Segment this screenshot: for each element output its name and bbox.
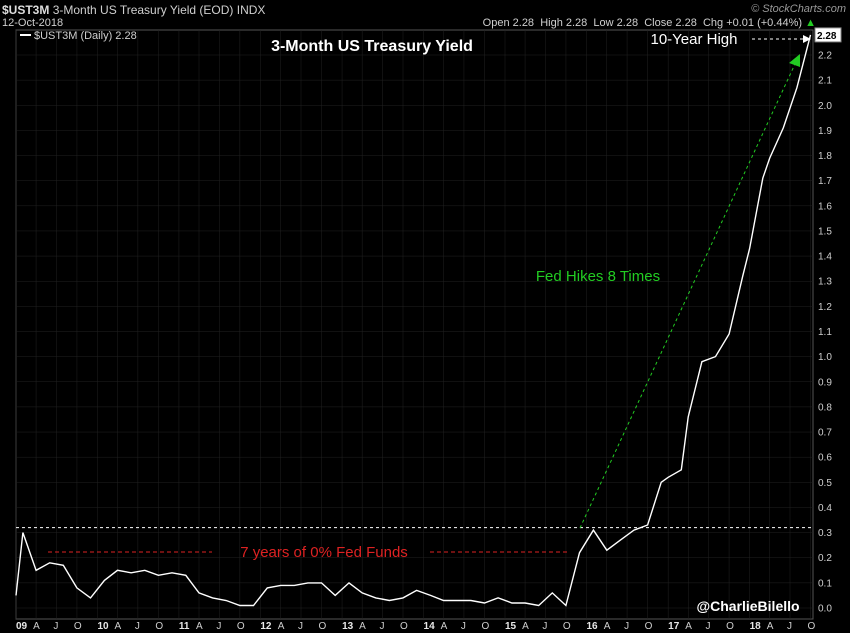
x-year-tick-label: 14 — [424, 621, 436, 632]
stockcharts-brand: © StockCharts.com — [751, 3, 846, 15]
x-month-tick-label: A — [522, 621, 529, 632]
x-month-tick-label: A — [33, 621, 40, 632]
x-month-tick-label: A — [278, 621, 285, 632]
x-axis: 09 A J O 10 A J O 11 A J O 12 A J O 13 A J O 14 A J O 15 A J O 16 A J O… — [16, 621, 816, 632]
symbol: $UST3M — [2, 3, 50, 17]
y-tick-label: 2.0 — [818, 101, 832, 112]
y-tick-label: 0.9 — [818, 377, 832, 388]
x-month-tick-label: O — [74, 621, 82, 632]
change-value: +0.01 (+0.44%) — [726, 17, 803, 29]
y-axis: 0.0 0.1 0.2 0.3 0.4 0.5 0.6 0.7 0.8 0.9 1.0 1.1 1.2 1… — [818, 51, 832, 615]
x-month-tick-label: J — [216, 621, 221, 632]
x-month-tick-label: J — [706, 621, 711, 632]
y-tick-label: 0.1 — [818, 578, 832, 589]
y-tick-label: 0.6 — [818, 453, 832, 464]
x-year-tick-label: 09 — [16, 621, 28, 632]
last-value-text: 2.28 — [817, 31, 837, 42]
grid — [15, 30, 813, 619]
up-triangle-icon: ▲ — [805, 17, 816, 29]
x-month-tick-label: A — [115, 621, 122, 632]
y-tick-label: 1.7 — [818, 176, 832, 187]
y-tick-label: 1.2 — [818, 302, 832, 313]
x-month-tick-label: J — [787, 621, 792, 632]
y-tick-label: 1.1 — [818, 327, 832, 338]
x-month-tick-label: O — [155, 621, 163, 632]
y-tick-label: 1.5 — [818, 226, 832, 237]
y-tick-label: 1.6 — [818, 201, 832, 212]
low-value: 2.28 — [616, 17, 639, 29]
x-year-tick-label: 15 — [505, 621, 517, 632]
x-month-tick-label: J — [135, 621, 140, 632]
x-month-tick-label: J — [379, 621, 384, 632]
last-value-label: 2.28 — [814, 27, 842, 43]
x-year-tick-label: 13 — [342, 621, 354, 632]
high-value: 2.28 — [565, 17, 588, 29]
x-month-tick-label: A — [685, 621, 692, 632]
x-month-tick-label: O — [400, 621, 408, 632]
credit-text: @CharlieBilello — [696, 598, 799, 614]
x-month-tick-label: O — [563, 621, 571, 632]
y-tick-label: 1.3 — [818, 277, 832, 288]
fed-hikes-annotation: Fed Hikes 8 Times — [536, 268, 660, 285]
y-tick-label: 0.8 — [818, 402, 832, 413]
x-month-tick-label: A — [196, 621, 203, 632]
y-tick-label: 1.9 — [818, 126, 832, 137]
x-month-tick-label: O — [645, 621, 653, 632]
x-month-tick-label: A — [359, 621, 366, 632]
legend-text: $UST3M (Daily) 2.28 — [34, 30, 137, 42]
x-month-tick-label: J — [461, 621, 466, 632]
y-tick-label: 0.0 — [818, 604, 832, 615]
y-tick-label: 1.4 — [818, 252, 832, 263]
x-month-tick-label: J — [298, 621, 303, 632]
ohlc-readout: Open 2.28 High 2.28 Low 2.28 Close 2.28 … — [482, 17, 816, 29]
chart-header-symbol: $UST3M 3-Month US Treasury Yield (EOD) I… — [2, 3, 265, 17]
y-tick-label: 1.8 — [818, 151, 832, 162]
chart-date: 12-Oct-2018 — [2, 17, 64, 29]
zero-rate-annotation: 7 years of 0% Fed Funds — [240, 544, 408, 561]
x-month-tick-label: O — [481, 621, 489, 632]
y-tick-label: 2.1 — [818, 76, 832, 87]
y-tick-label: 0.7 — [818, 428, 832, 439]
x-month-tick-label: O — [808, 621, 816, 632]
y-tick-label: 0.4 — [818, 503, 832, 514]
x-month-tick-label: A — [767, 621, 774, 632]
x-month-tick-label: J — [542, 621, 547, 632]
close-value: 2.28 — [675, 17, 697, 29]
x-month-tick-label: O — [319, 621, 327, 632]
x-year-tick-label: 12 — [260, 621, 272, 632]
trend-arrowhead — [789, 54, 800, 67]
ten-year-high-arrowhead — [803, 35, 811, 43]
exchange: INDX — [236, 3, 266, 17]
series-line-ust3m — [15, 34, 812, 607]
x-month-tick-label: O — [726, 621, 734, 632]
x-year-tick-label: 11 — [179, 621, 190, 632]
chart-title: 3-Month US Treasury Yield — [271, 38, 473, 55]
x-year-tick-label: 18 — [750, 621, 762, 632]
plot-area — [15, 29, 814, 620]
y-tick-label: 1.0 — [818, 352, 832, 363]
y-tick-label: 2.2 — [818, 51, 832, 62]
x-year-tick-label: 16 — [586, 621, 598, 632]
x-month-tick-label: J — [624, 621, 629, 632]
x-month-tick-label: O — [237, 621, 245, 632]
x-year-tick-label: 10 — [97, 621, 109, 632]
x-month-tick-label: A — [441, 621, 448, 632]
x-month-tick-label: A — [604, 621, 611, 632]
y-tick-label: 0.3 — [818, 528, 832, 539]
x-year-tick-label: 17 — [668, 621, 680, 632]
ten-year-high-annotation: 10-Year High — [650, 31, 737, 48]
x-month-tick-label: J — [53, 621, 58, 632]
y-tick-label: 0.2 — [818, 553, 832, 564]
symbol-name: 3-Month US Treasury Yield (EOD) — [52, 3, 234, 17]
y-tick-label: 0.5 — [818, 478, 832, 489]
fed-hikes-trend-arrow — [579, 63, 796, 529]
open-value: 2.28 — [512, 17, 535, 29]
